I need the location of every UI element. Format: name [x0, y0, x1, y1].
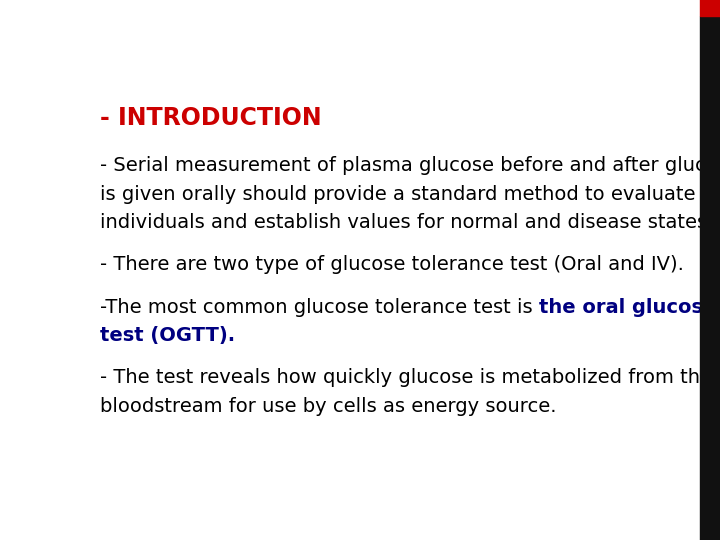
Text: is given orally should provide a standard method to evaluate: is given orally should provide a standar… — [100, 185, 696, 204]
Text: individuals and establish values for normal and disease states.: individuals and establish values for nor… — [100, 213, 714, 232]
Text: - There are two type of glucose tolerance test (Oral and IV).: - There are two type of glucose toleranc… — [100, 255, 684, 274]
Text: - Serial measurement of plasma glucose before and after glucose: - Serial measurement of plasma glucose b… — [100, 156, 720, 176]
Text: bloodstream for use by cells as energy source.: bloodstream for use by cells as energy s… — [100, 396, 557, 416]
Text: -The most common glucose tolerance test is: -The most common glucose tolerance test … — [100, 298, 539, 316]
Text: - The test reveals how quickly glucose is metabolized from the: - The test reveals how quickly glucose i… — [100, 368, 712, 387]
Text: test (OGTT).: test (OGTT). — [100, 326, 235, 345]
Text: - INTRODUCTION: - INTRODUCTION — [100, 106, 322, 130]
Text: the oral glucose tolerance: the oral glucose tolerance — [539, 298, 720, 316]
